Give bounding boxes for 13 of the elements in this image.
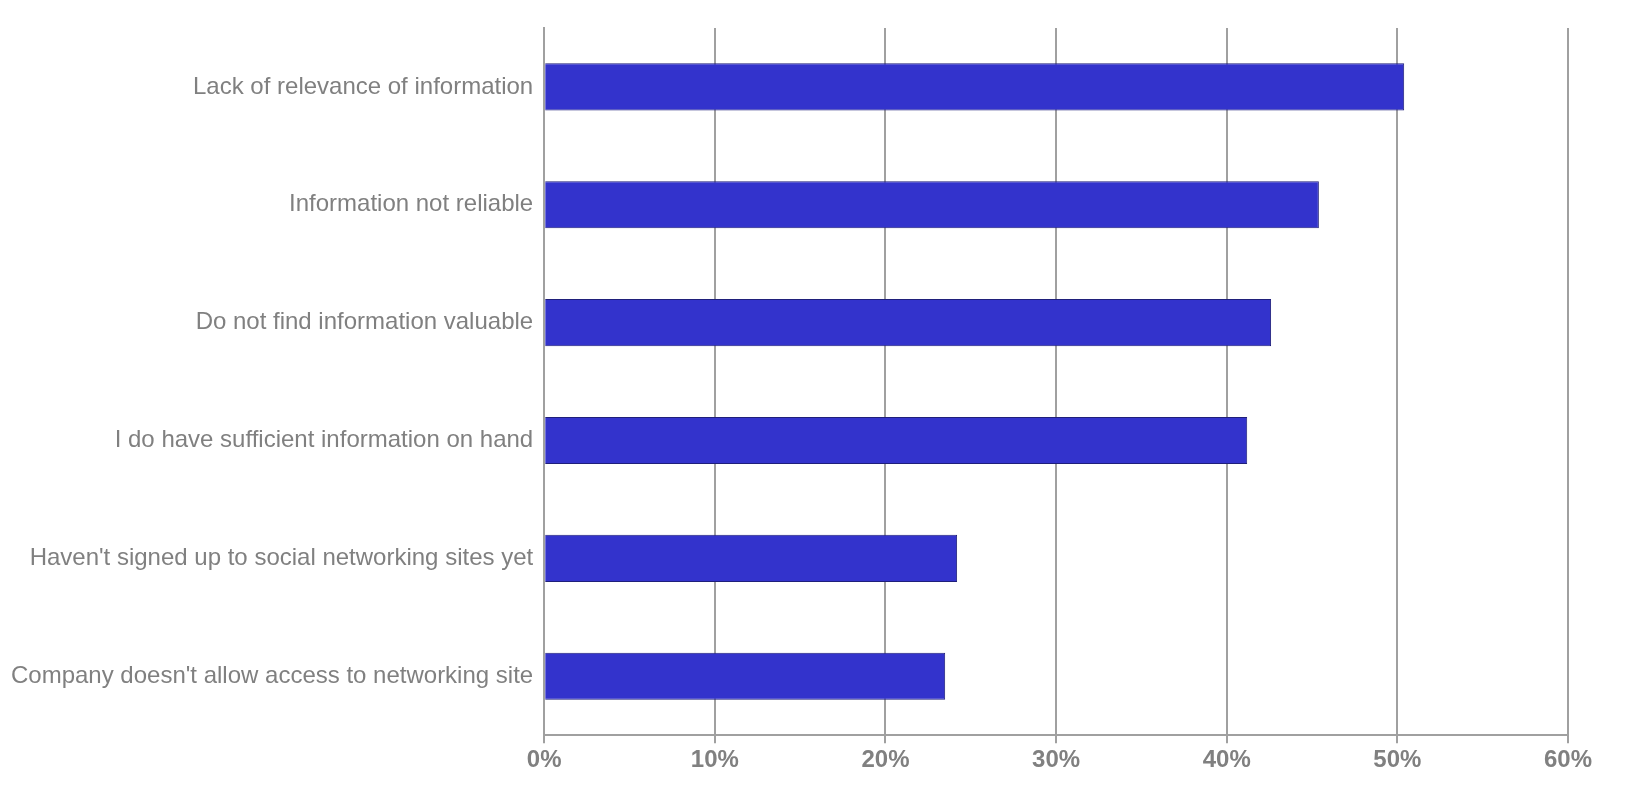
x-tick-label: 40% <box>1202 745 1251 773</box>
y-tick-label: Lack of relevance of information <box>192 71 534 99</box>
x-tick-label: 20% <box>861 745 910 773</box>
x-tick-label: 30% <box>1032 745 1081 773</box>
y-tick-label: Company doesn't allow access to networking site <box>10 660 534 688</box>
y-tick-label: Do not find information valuable <box>195 307 534 335</box>
y-tick-label: I do have sufficient information on hand <box>114 425 534 453</box>
x-tick-label: 60% <box>1543 745 1593 773</box>
x-tick-label: 10% <box>690 745 739 773</box>
x-tick-label: 0% <box>526 745 562 773</box>
y-tick-label: Information not reliable <box>289 189 534 217</box>
x-tick-label: 50% <box>1373 745 1422 773</box>
y-tick-label: Haven't signed up to social networking sites yet <box>29 543 534 571</box>
